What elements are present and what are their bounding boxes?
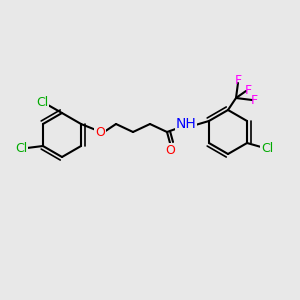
Text: O: O xyxy=(95,125,105,139)
Text: O: O xyxy=(165,143,175,157)
Text: F: F xyxy=(244,83,252,97)
Text: NH: NH xyxy=(176,117,197,131)
Text: F: F xyxy=(234,74,242,86)
Text: Cl: Cl xyxy=(15,142,27,154)
Text: F: F xyxy=(250,94,258,106)
Text: Cl: Cl xyxy=(261,142,273,155)
Text: Cl: Cl xyxy=(36,97,48,110)
